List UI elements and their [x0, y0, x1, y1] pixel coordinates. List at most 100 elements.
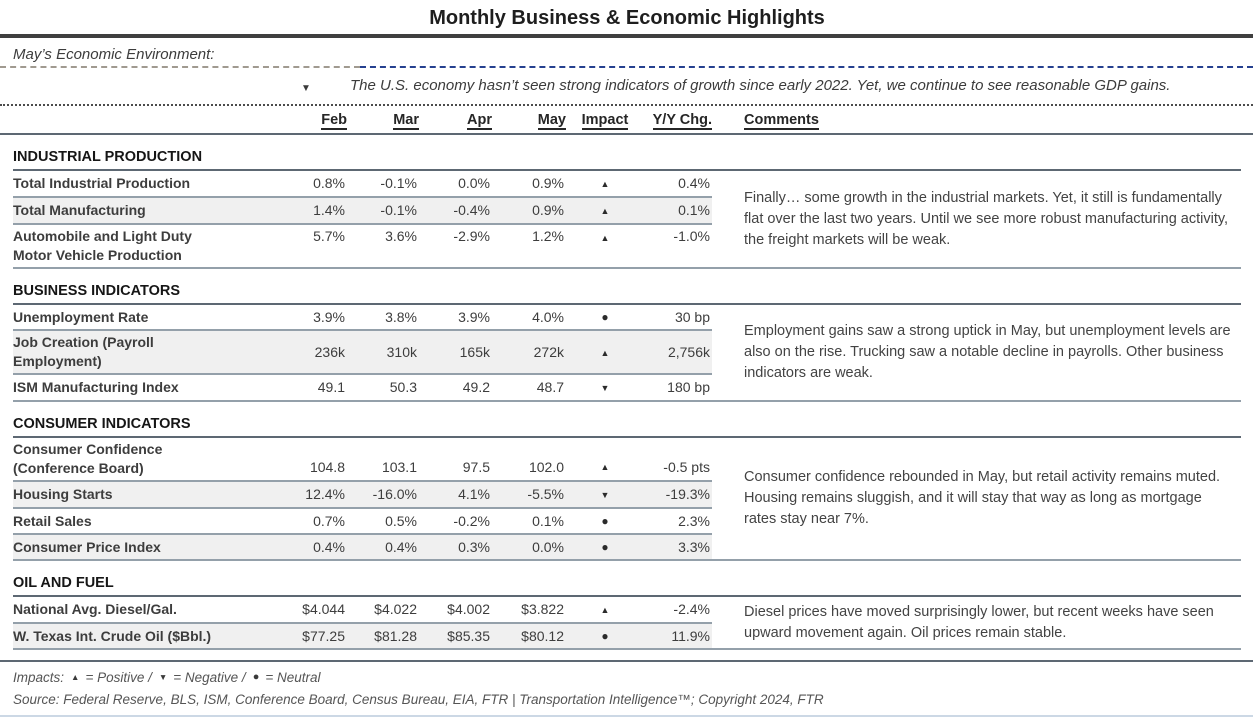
impact-up-icon: ▲ [600, 462, 610, 472]
table-row: Automobile and Light Duty Motor Vehicle … [13, 223, 712, 267]
column-header-may: May [537, 112, 566, 130]
header-rule [0, 133, 1253, 135]
cell-may: 1.2% [532, 228, 564, 244]
cell-feb: 236k [314, 343, 345, 360]
cell-feb: 3.9% [313, 308, 345, 325]
cell-apr: 97.5 [462, 459, 490, 475]
cell-feb: 0.7% [313, 512, 345, 529]
cell-impact: ▼ [566, 482, 644, 507]
column-gap [712, 171, 744, 267]
impact-up-icon: ▲ [600, 605, 610, 615]
row-label: Total Manufacturing [13, 202, 146, 218]
section-body: National Avg. Diesel/Gal. $4.044 $4.022 … [13, 597, 1241, 650]
cell-mar: $4.022 [374, 601, 417, 617]
cell-yy-chg: 0.4% [678, 175, 710, 191]
impact-up-icon: ▲ [71, 672, 80, 682]
cell-apr: 3.9% [458, 308, 490, 325]
cell-yy-chg: -1.0% [673, 228, 710, 244]
cell-yy-chg: -19.3% [665, 486, 710, 502]
source-note: Source: Federal Reserve, BLS, ISM, Confe… [13, 692, 824, 707]
cell-impact: ▲ [566, 597, 644, 622]
legend-item-label: = Neutral [265, 670, 321, 685]
table-row: Consumer Confidence (Conference Board) 1… [13, 438, 712, 480]
cell-mar: -0.1% [380, 175, 417, 191]
legend-item-label: = Positive / [85, 670, 152, 685]
column-gap [712, 305, 744, 400]
cell-mar: -16.0% [372, 486, 417, 502]
cell-feb: 0.8% [313, 175, 345, 191]
environment-label: May’s Economic Environment: [13, 46, 215, 63]
cell-mar: 103.1 [381, 459, 417, 475]
cell-may: 0.1% [532, 512, 564, 529]
row-label: National Avg. Diesel/Gal. [13, 601, 177, 617]
section-comment: Consumer confidence rebounded in May, bu… [744, 469, 1221, 527]
legend-item-negative: ▼ = Negative / [159, 669, 246, 686]
cell-mar: $81.28 [374, 627, 417, 644]
cell-mar: 3.6% [385, 228, 417, 244]
table-row: ISM Manufacturing Index 49.1 50.3 49.2 4… [13, 373, 712, 400]
indicator-section: OIL AND FUEL National Avg. Diesel/Gal. $… [13, 574, 1241, 650]
cell-feb: 49.1 [317, 379, 345, 395]
row-label: Housing Starts [13, 486, 113, 502]
column-header-comments: Comments [744, 112, 819, 130]
impact-neutral-icon: ● [601, 310, 609, 324]
table-row: Unemployment Rate 3.9% 3.8% 3.9% 4.0% ● … [13, 305, 712, 329]
column-header-yy-chg: Y/Y Chg. [652, 112, 712, 130]
row-label: Automobile and Light Duty Motor Vehicle … [13, 228, 192, 263]
cell-mar: 3.8% [385, 308, 417, 325]
cell-yy-chg: -0.5 pts [663, 459, 710, 475]
row-label: W. Texas Int. Crude Oil ($Bbl.) [13, 627, 212, 644]
dashed-divider-navy-segment [360, 66, 1253, 68]
impact-down-icon: ▼ [158, 672, 168, 682]
section-body: Unemployment Rate 3.9% 3.8% 3.9% 4.0% ● … [13, 305, 1241, 402]
dotted-divider [0, 104, 1253, 106]
cell-mar: 50.3 [389, 379, 417, 395]
impacts-legend: Impacts: ▲ = Positive / ▼ = Negative / ●… [13, 669, 1241, 686]
cell-may: $3.822 [521, 601, 564, 617]
footer-rule [0, 660, 1253, 662]
cell-feb: 104.8 [309, 459, 345, 475]
table-row: National Avg. Diesel/Gal. $4.044 $4.022 … [13, 597, 712, 622]
cell-feb: 0.4% [313, 538, 345, 555]
cell-may: $80.12 [521, 627, 564, 644]
row-label: Consumer Price Index [13, 538, 161, 555]
impact-neutral-icon: ● [601, 540, 609, 554]
section-title: BUSINESS INDICATORS [13, 282, 1241, 305]
table-row: W. Texas Int. Crude Oil ($Bbl.) $77.25 $… [13, 622, 712, 648]
report-page: Monthly Business & Economic Highlights M… [0, 7, 1253, 717]
cell-yy-chg: 2,756k [667, 343, 710, 360]
page-title: Monthly Business & Economic Highlights [429, 7, 825, 29]
impact-down-icon: ▼ [600, 490, 610, 500]
column-headers: Feb Mar Apr May Impact Y/Y Chg. Comments [13, 111, 1241, 130]
section-rows: Consumer Confidence (Conference Board) 1… [13, 438, 712, 559]
table-row: Retail Sales 0.7% 0.5% -0.2% 0.1% ● 2.3% [13, 507, 712, 533]
sections: INDUSTRIAL PRODUCTION Total Industrial P… [13, 148, 1241, 650]
cell-apr: 165k [459, 343, 490, 360]
section-title: INDUSTRIAL PRODUCTION [13, 148, 1241, 171]
table-row: Job Creation (Payroll Employment) 236k 3… [13, 329, 712, 373]
cell-may: 0.9% [532, 175, 564, 191]
legend-item-neutral: ● = Neutral [253, 669, 321, 686]
cell-feb: 5.7% [313, 228, 345, 244]
impact-neutral-icon: ● [601, 629, 609, 643]
cell-mar: -0.1% [380, 202, 417, 218]
section-comment: Diesel prices have moved surprisingly lo… [744, 603, 1214, 641]
cell-may: 272k [533, 343, 564, 360]
section-title: OIL AND FUEL [13, 574, 1241, 597]
indicator-section: CONSUMER INDICATORS Consumer Confidence … [13, 415, 1241, 561]
cell-yy-chg: 3.3% [678, 538, 710, 555]
row-label: Retail Sales [13, 512, 92, 529]
impact-up-icon: ▲ [600, 233, 610, 243]
cell-yy-chg: 0.1% [678, 202, 710, 218]
cell-feb: $4.044 [302, 601, 345, 617]
cell-impact: ● [566, 509, 644, 533]
impact-up-icon: ▲ [600, 179, 610, 189]
cell-feb: 1.4% [313, 202, 345, 218]
cell-apr: 0.0% [458, 175, 490, 191]
cell-apr: -2.9% [453, 228, 490, 244]
impact-up-icon: ▲ [600, 206, 610, 216]
title-rule [0, 34, 1253, 38]
cell-may: 4.0% [532, 308, 564, 325]
cell-apr: $85.35 [447, 627, 490, 644]
cell-impact: ● [566, 535, 644, 559]
